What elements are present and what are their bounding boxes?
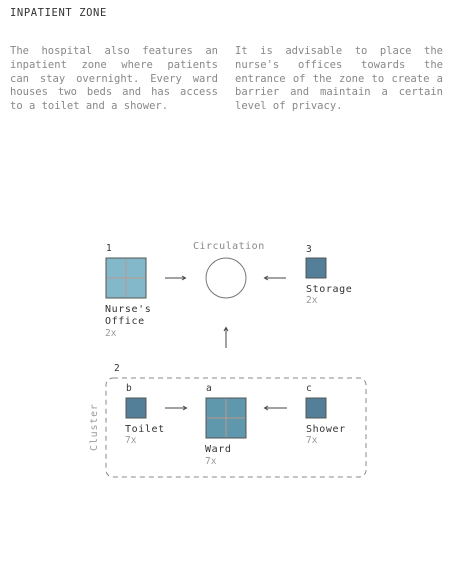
nurses-office-count: 2x [105, 328, 117, 339]
nurses-office-number: 1 [106, 243, 112, 254]
storage-label: Storage [306, 284, 353, 295]
cluster-number: 2 [114, 363, 120, 374]
ward-letter: a [206, 383, 212, 394]
arrow-cluster-to-circulation [223, 326, 229, 348]
storage-count: 2x [306, 295, 318, 306]
arrow-storage-to-circulation [263, 275, 286, 281]
storage-block [305, 257, 327, 279]
shower-label: Shower [306, 424, 346, 435]
intro-paragraph: The hospital also features an inpatient … [10, 45, 218, 113]
ward-label: Ward [205, 444, 232, 455]
shower-count: 7x [306, 435, 318, 446]
nurses-office-label-line2: Office [105, 316, 145, 327]
shower-block [305, 397, 327, 419]
nurses-office-label-line1: Nurse's [105, 304, 152, 315]
ward-count: 7x [205, 456, 217, 467]
toilet-block [125, 397, 147, 419]
arrow-shower-to-ward [263, 405, 287, 411]
nurses-office-block [105, 257, 147, 299]
arrow-toilet-to-ward [165, 405, 188, 411]
privacy-paragraph: It is advisable to place the nurse's off… [235, 45, 443, 113]
cluster-boundary [105, 377, 367, 478]
arrow-nurse-to-circulation [165, 275, 187, 281]
storage-number: 3 [306, 244, 312, 255]
toilet-label: Toilet [125, 424, 165, 435]
circulation-label: Circulation [193, 241, 265, 252]
toilet-letter: b [126, 383, 132, 394]
circulation-node [205, 257, 247, 299]
page-title: INPATIENT ZONE [10, 7, 107, 19]
toilet-count: 7x [125, 435, 137, 446]
ward-block [205, 397, 247, 439]
cluster-label: Cluster [89, 403, 100, 451]
shower-letter: c [306, 383, 312, 394]
